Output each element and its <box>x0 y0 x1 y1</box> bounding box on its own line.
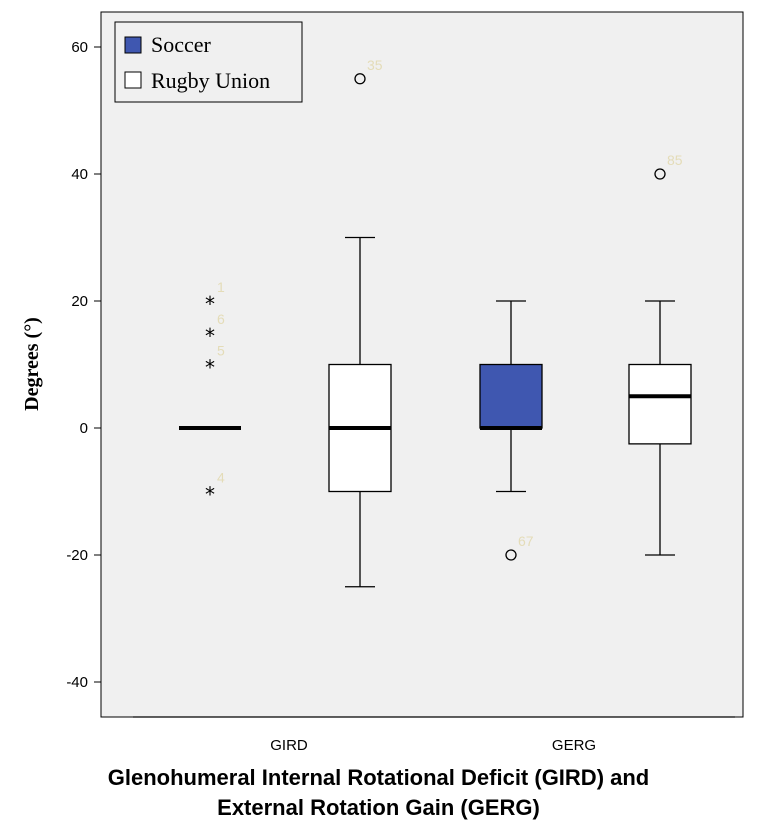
y-tick-label: 0 <box>80 420 88 437</box>
y-tick-label: 40 <box>71 166 88 183</box>
x-axis-title-line-2: External Rotation Gain (GERG) <box>217 795 540 820</box>
y-tick-label: -40 <box>66 674 88 691</box>
outlier-star: * <box>205 356 215 380</box>
legend-label-soccer: Soccer <box>151 32 212 57</box>
y-tick-label: 60 <box>71 39 88 56</box>
outlier-label: 67 <box>518 533 534 549</box>
iqr-box <box>479 363 543 429</box>
outlier-label: 6 <box>217 311 225 327</box>
legend-swatch-soccer <box>124 36 142 54</box>
x-tick-label: GIRD <box>270 737 308 754</box>
x-axis-title-line-1: Glenohumeral Internal Rotational Deficit… <box>107 765 650 790</box>
outlier-label: 1 <box>217 279 225 295</box>
y-tick-label: 20 <box>71 293 88 310</box>
legend: Soccer Rugby Union <box>114 21 303 103</box>
x-axis: GIRD GERG <box>133 716 735 754</box>
outlier-star: * <box>205 483 215 507</box>
legend-label-rugby-union: Rugby Union <box>151 68 270 93</box>
outlier-star: * <box>205 324 215 348</box>
outlier-label: 85 <box>667 152 683 168</box>
y-axis-label: Degrees (°) <box>21 317 43 411</box>
iqr-box <box>628 363 692 445</box>
y-axis: 60 40 20 0 -20 -40 <box>66 39 101 691</box>
x-axis-title: Glenohumeral Internal Rotational Deficit… <box>0 763 757 823</box>
outlier-circle <box>654 168 666 180</box>
x-tick-label: GERG <box>552 737 596 754</box>
box-gerg-soccer: 67 <box>479 300 543 561</box>
outlier-circle <box>505 549 517 561</box>
box-gird-rugby-union: 35 <box>328 57 392 588</box>
y-tick-label: -20 <box>66 547 88 564</box>
outlier-label: 35 <box>367 57 383 73</box>
box-gerg-rugby-union: 85 <box>628 152 692 556</box>
outlier-circle <box>354 73 366 85</box>
box-gird-soccer: *1*6*5*4 <box>179 279 241 507</box>
outlier-star: * <box>205 292 215 316</box>
outlier-label: 5 <box>217 343 225 359</box>
outlier-label: 4 <box>217 470 225 486</box>
legend-swatch-rugby-union <box>124 71 142 89</box>
legend-box <box>114 21 303 103</box>
